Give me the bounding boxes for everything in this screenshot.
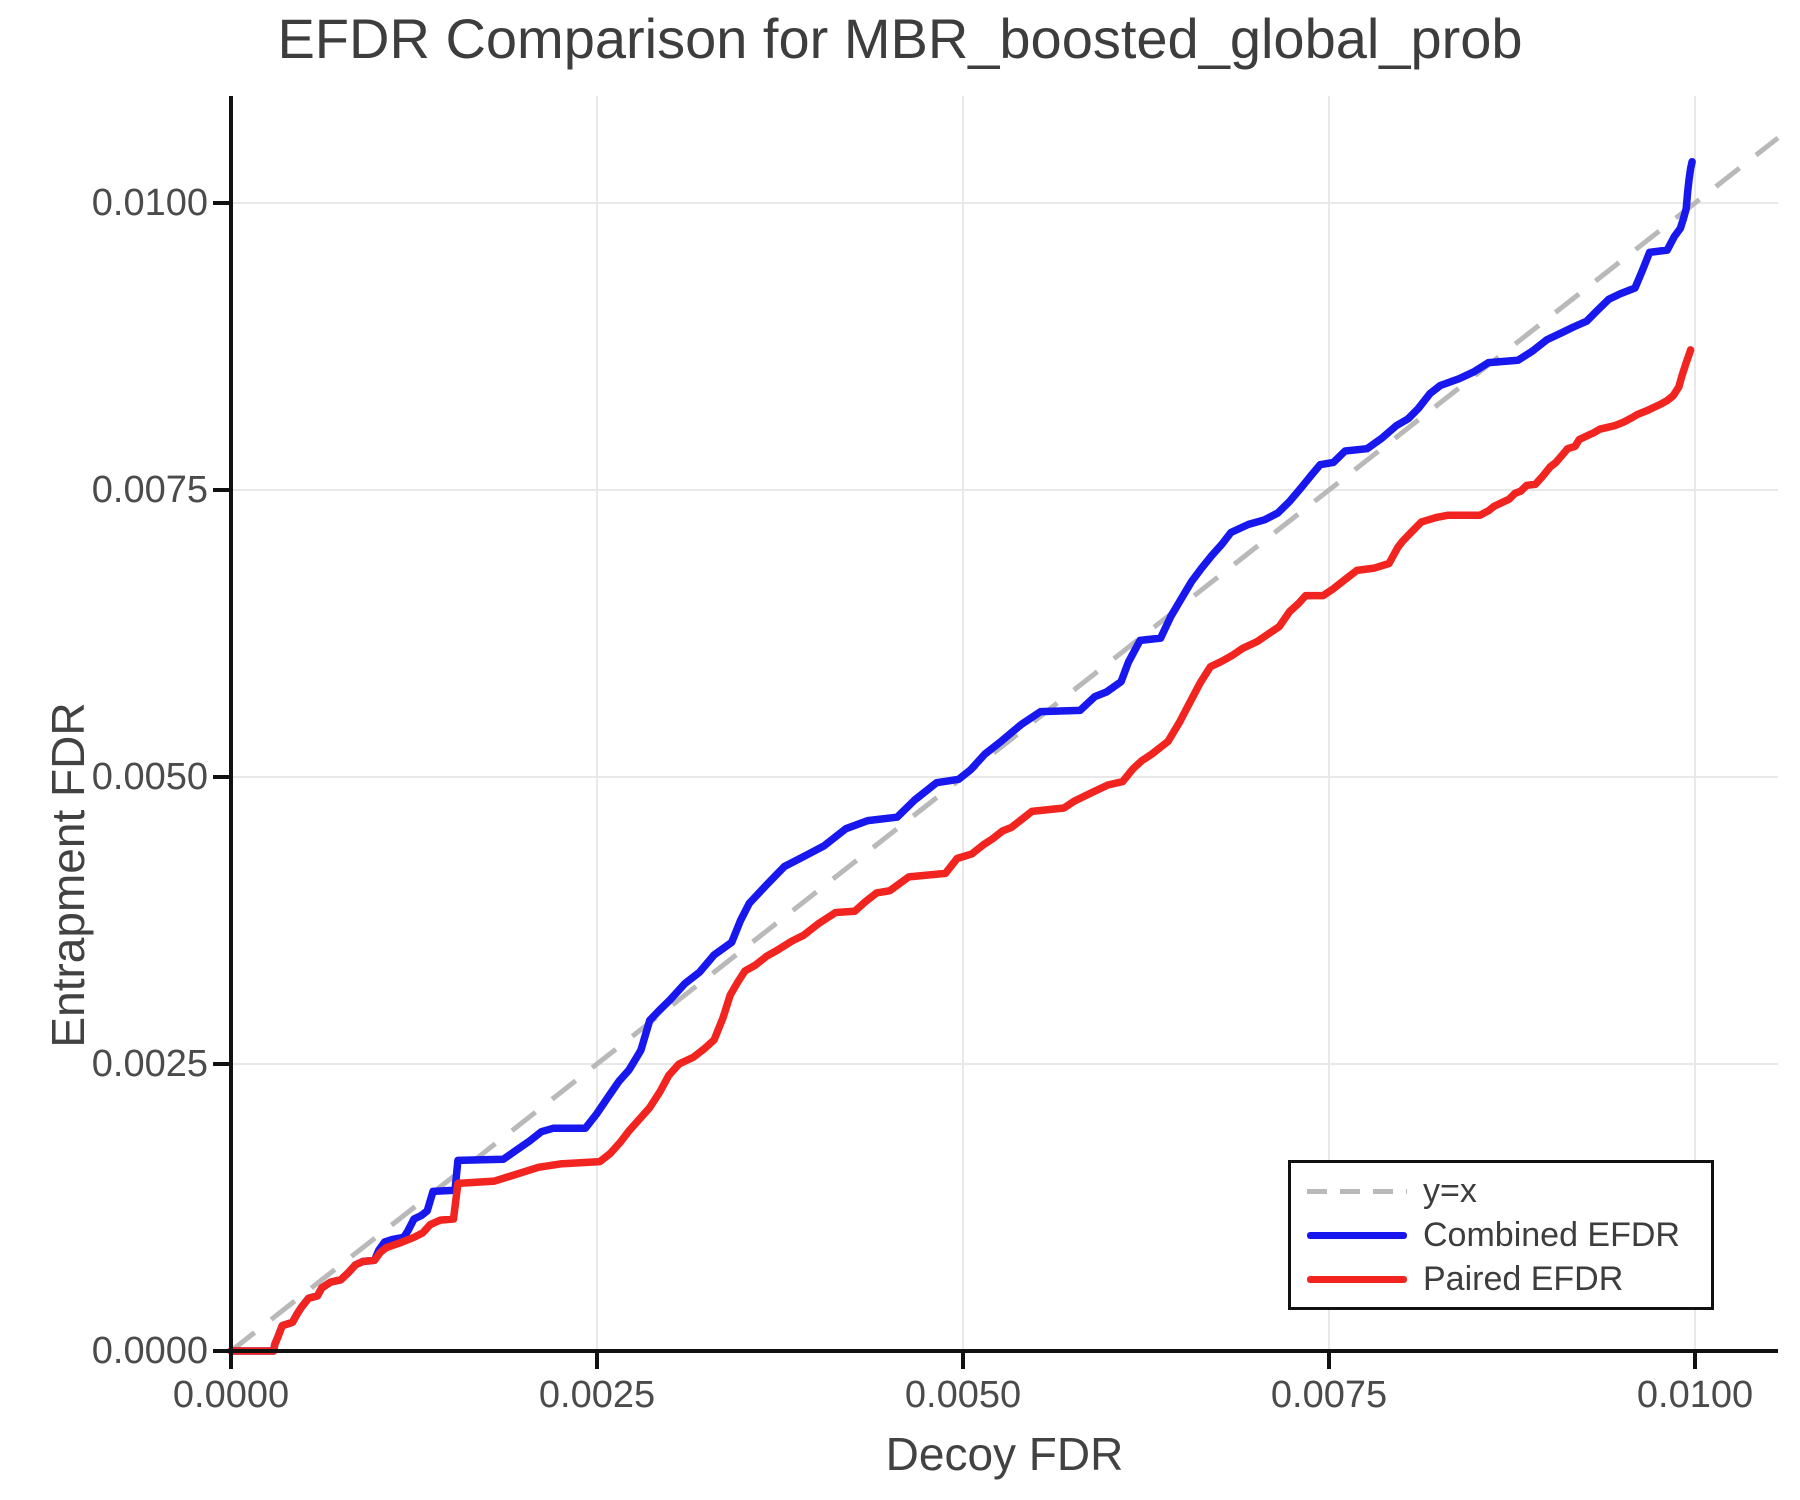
y-tick-label: 0.0100 xyxy=(91,182,208,224)
legend-label: Paired EFDR xyxy=(1423,1259,1624,1298)
legend-box: y=x Combined EFDR Paired EFDR xyxy=(1288,1160,1714,1310)
y-tick-label: 0.0075 xyxy=(91,469,208,511)
x-tick-label: 0.0050 xyxy=(904,1374,1022,1416)
x-tick-label: 0.0000 xyxy=(172,1374,290,1416)
legend-item-yx: y=x xyxy=(1291,1171,1711,1211)
x-axis-label: Decoy FDR xyxy=(885,1428,1124,1480)
y-tick-label: 0.0050 xyxy=(91,756,208,798)
y-tick-label: 0.0025 xyxy=(91,1043,208,1085)
y-tick-label: 0.0000 xyxy=(91,1330,208,1372)
x-tick-label: 0.0100 xyxy=(1636,1374,1754,1416)
dashed-line-swatch xyxy=(1307,1188,1407,1194)
y-axis-label: Entrapment FDR xyxy=(42,702,94,1048)
legend-item-combined-efdr: Combined EFDR xyxy=(1291,1215,1711,1255)
red-line-swatch xyxy=(1307,1275,1407,1283)
x-tick-label: 0.0025 xyxy=(538,1374,656,1416)
y-equals-x-reference-line xyxy=(229,135,1780,1353)
legend-label: y=x xyxy=(1423,1171,1477,1210)
blue-line-swatch xyxy=(1307,1231,1407,1239)
paired-efdr-line xyxy=(227,346,1695,1355)
chart-title: EFDR Comparison for MBR_boosted_global_p… xyxy=(277,7,1523,70)
x-tick-label: 0.0075 xyxy=(1270,1374,1388,1416)
legend-label: Combined EFDR xyxy=(1423,1215,1680,1254)
combined-efdr-line xyxy=(227,157,1696,1355)
legend-item-paired-efdr: Paired EFDR xyxy=(1291,1259,1711,1299)
